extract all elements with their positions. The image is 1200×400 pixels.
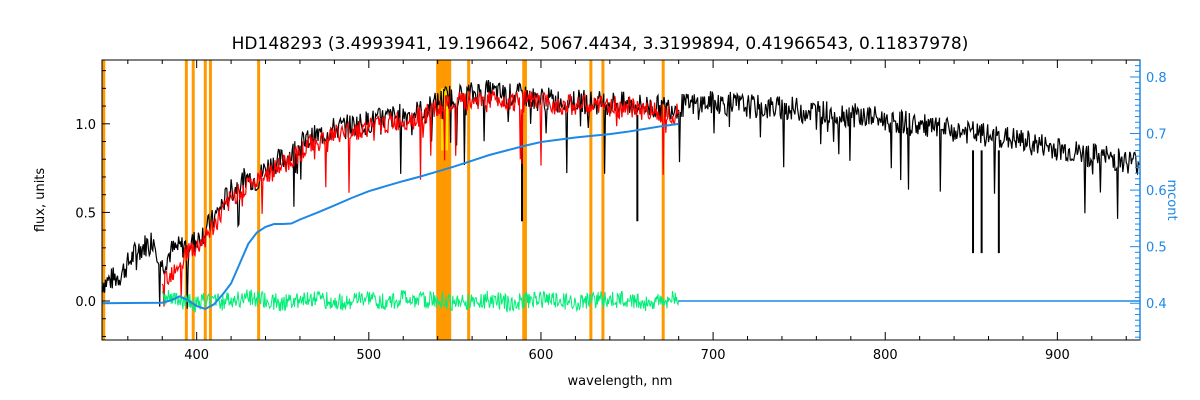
x-axis-label: wavelength, nm <box>568 374 673 389</box>
y-tick-label: 1.0 <box>75 118 96 133</box>
x-tick-label: 500 <box>356 348 381 363</box>
x-tick-label: 800 <box>873 348 898 363</box>
model-spectrum-line <box>161 90 680 307</box>
y2-tick-label: 0.5 <box>1146 241 1167 256</box>
x-tick-label: 600 <box>529 348 554 363</box>
chart-title: HD148293 (3.4993941, 19.196642, 5067.443… <box>232 34 969 54</box>
y-tick-label: 0.5 <box>75 206 96 221</box>
y2-tick-label: 0.8 <box>1146 71 1167 86</box>
right-axis-label: mcont <box>1164 179 1179 220</box>
axes: 400 500 600 700 800 900 0.0 0.5 1.0 0.4 0.5 0.6 0.7 0… <box>75 59 1167 363</box>
y-axis-label: flux, units <box>33 168 48 233</box>
y2-tick-label: 0.7 <box>1146 128 1167 143</box>
residual-line <box>161 289 680 313</box>
y2-tick-label: 0.6 <box>1146 184 1167 199</box>
x-tick-label: 400 <box>184 348 209 363</box>
y2-tick-label: 0.4 <box>1146 297 1167 312</box>
x-tick-label: 700 <box>701 348 726 363</box>
y-tick-label: 0.0 <box>75 295 96 310</box>
plot-clip-group <box>102 60 1140 340</box>
plot-area <box>102 60 1140 340</box>
continuum-line <box>102 122 679 310</box>
x-tick-label: 900 <box>1045 348 1070 363</box>
